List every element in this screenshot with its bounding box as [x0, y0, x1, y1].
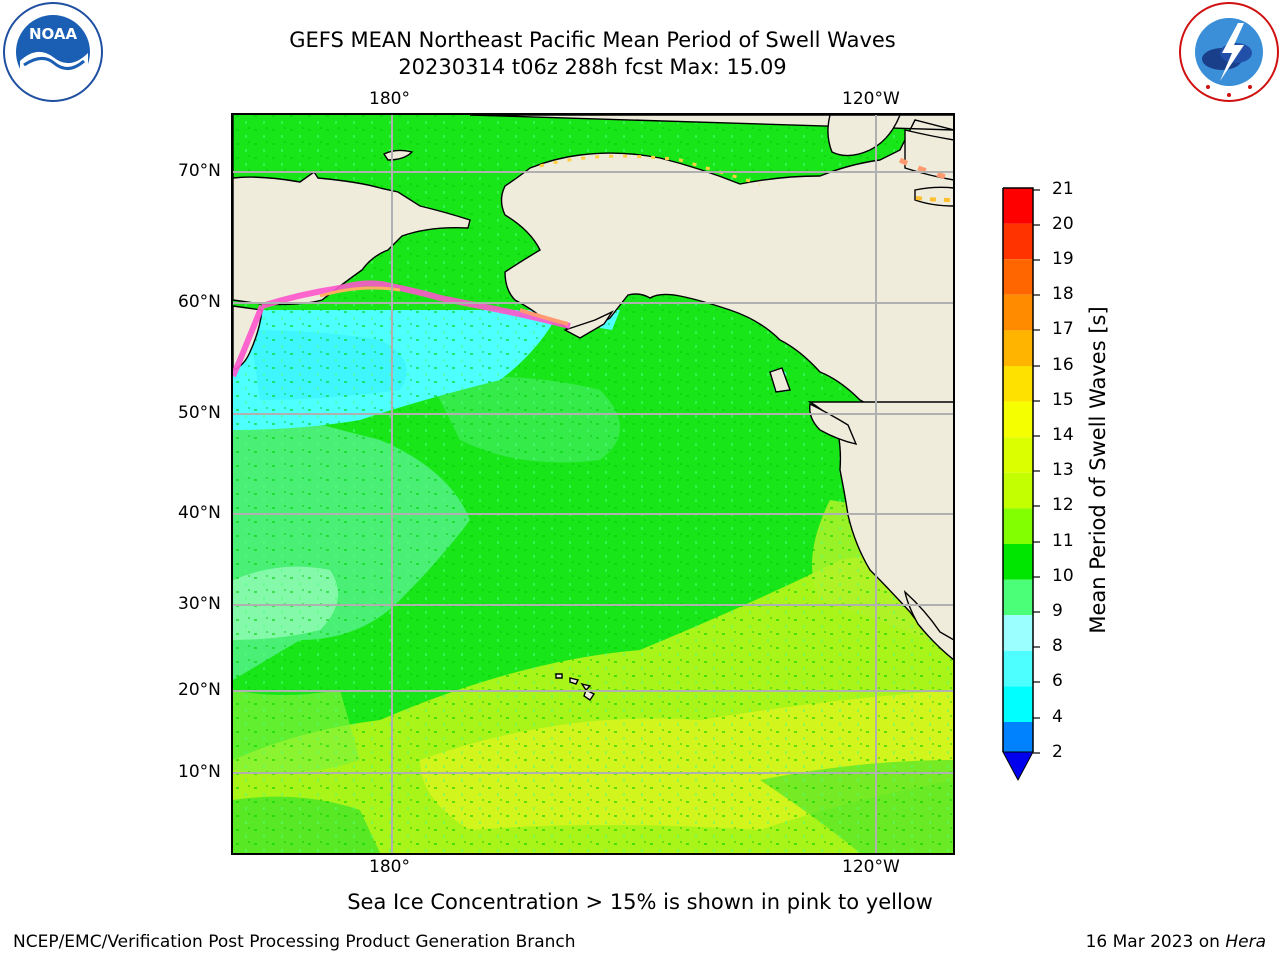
colorbar-tick: 19: [1052, 249, 1074, 269]
nws-logo: [1178, 1, 1280, 103]
noaa-logo: NOAA: [2, 1, 104, 103]
lat-label-60n: 60°N: [178, 292, 221, 312]
colorbar-tick: 11: [1052, 531, 1074, 551]
colorbar-tick: 8: [1052, 636, 1063, 656]
colorbar-tick: 16: [1052, 355, 1074, 375]
lon-label-top-120w: 120°W: [842, 89, 900, 109]
colorbar-tick: 10: [1052, 566, 1074, 586]
colorbar-tick: 14: [1052, 425, 1074, 445]
colorbar-tick: 21: [1052, 179, 1074, 199]
colorbar-tick: 20: [1052, 214, 1074, 234]
sea-ice-note: Sea Ice Concentration > 15% is shown in …: [347, 890, 933, 914]
graticule: [233, 115, 954, 853]
colorbar-tick: 18: [1052, 284, 1074, 304]
lat-label-20n: 20°N: [178, 680, 221, 700]
lon-label-bottom-120w: 120°W: [842, 857, 900, 877]
footer-credit: NCEP/EMC/Verification Post Processing Pr…: [13, 932, 576, 952]
colorbar-tick: 6: [1052, 671, 1063, 691]
colorbar: [1002, 187, 1040, 782]
colorbar-tick: 2: [1052, 742, 1063, 762]
noaa-logo-graphic: NOAA: [3, 2, 103, 102]
colorbar-tick: 4: [1052, 707, 1063, 727]
land-masses: [233, 115, 954, 701]
nws-logo-graphic: [1179, 2, 1279, 102]
colorbar-tick: 12: [1052, 495, 1074, 515]
map-plot-area: [233, 115, 954, 853]
lon-label-bottom-180: 180°: [369, 857, 410, 877]
lat-label-30n: 30°N: [178, 594, 221, 614]
footer-machine: Hera: [1225, 932, 1266, 952]
lat-label-50n: 50°N: [178, 403, 221, 423]
colorbar-tick: 15: [1052, 390, 1074, 410]
colorbar-tick: 13: [1052, 460, 1074, 480]
lat-label-40n: 40°N: [178, 503, 221, 523]
colorbar-tick: 17: [1052, 319, 1074, 339]
map-title: GEFS MEAN Northeast Pacific Mean Period …: [289, 28, 896, 52]
sea-ice-edge: [261, 280, 571, 329]
footer-date: 16 Mar 2023 on Hera: [1086, 932, 1266, 952]
lat-label-10n: 10°N: [178, 762, 221, 782]
map-subtitle: 20230314 t06z 288h fcst Max: 15.09: [398, 55, 787, 79]
colorbar-tick: 9: [1052, 601, 1063, 621]
colorbar-label: Mean Period of Swell Waves [s]: [1086, 306, 1110, 634]
footer-date-text: 16 Mar 2023 on: [1085, 932, 1226, 952]
lat-label-70n: 70°N: [178, 161, 221, 181]
map-frame: [231, 113, 955, 855]
noaa-logo-text: NOAA: [29, 25, 78, 43]
lon-label-top-180: 180°: [369, 89, 410, 109]
